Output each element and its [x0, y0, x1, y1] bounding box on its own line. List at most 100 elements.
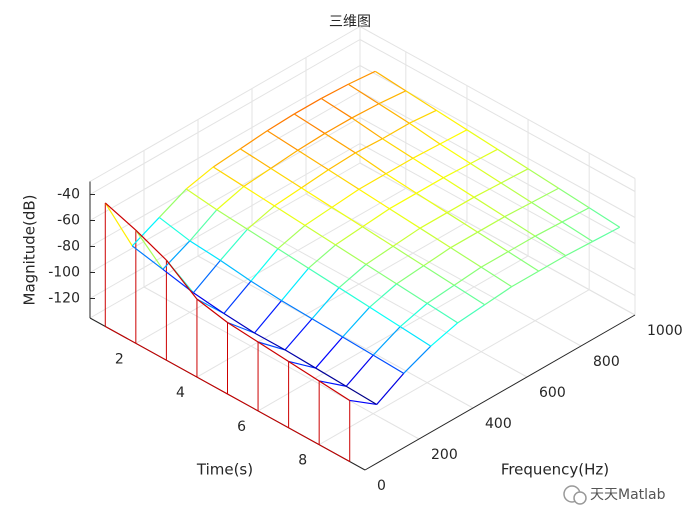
mesh-segment: [372, 326, 401, 356]
mesh-segment: [223, 280, 252, 314]
mesh-segment: [304, 224, 336, 246]
mesh-segment: [378, 103, 410, 124]
box-edge: [359, 26, 636, 179]
mesh-segment: [480, 266, 513, 288]
mesh-segment: [216, 209, 248, 230]
mesh-segment: [538, 255, 567, 272]
mesh-segment: [185, 166, 214, 190]
curtain-edge: [196, 376, 228, 395]
grid-line: [359, 162, 636, 316]
mesh-segment: [419, 212, 448, 229]
mesh-segment: [131, 217, 160, 247]
mesh-segment: [227, 321, 255, 334]
mesh-segment: [335, 226, 363, 246]
mesh-segment: [457, 304, 486, 324]
grid-line: [359, 91, 636, 244]
mesh-segment: [266, 113, 295, 132]
mesh-segment: [311, 318, 343, 338]
mesh-segment: [511, 270, 540, 288]
mesh-segment: [297, 149, 329, 171]
mesh-segment: [561, 221, 594, 242]
grid-line: [89, 117, 361, 273]
mesh-segment: [480, 251, 509, 268]
mesh-segment: [288, 360, 320, 382]
curtain-edge: [105, 326, 137, 344]
mesh-segment: [473, 182, 502, 198]
axis-line: [364, 314, 636, 471]
mesh-segment: [243, 167, 272, 187]
x-axis-label: Frequency(Hz): [501, 461, 609, 479]
mesh-segment: [358, 173, 387, 190]
mesh-segment: [324, 132, 356, 154]
mesh-segment: [257, 341, 286, 351]
mesh-segment: [320, 83, 349, 99]
mesh-segment: [412, 157, 444, 179]
mesh-segment: [216, 185, 245, 211]
mesh-segment: [266, 130, 299, 151]
mesh-segment: [158, 216, 191, 242]
x-tick-label: 800: [593, 354, 620, 370]
mesh-segment: [362, 226, 394, 247]
mesh-segment: [389, 192, 417, 210]
mesh-segment: [345, 354, 374, 387]
mesh-segment: [185, 188, 218, 211]
curtain-edge: [135, 342, 167, 361]
mesh-segment: [392, 245, 424, 267]
grid-line: [318, 289, 590, 446]
mesh-segment: [385, 173, 417, 194]
mesh-segment: [324, 117, 353, 134]
curtain-edge: [166, 359, 198, 378]
mesh-segment: [365, 263, 397, 285]
mesh-segment: [131, 245, 164, 270]
mesh-segment: [369, 283, 398, 308]
mesh-segment: [439, 143, 471, 165]
grid-line: [196, 221, 468, 378]
mesh-segment: [430, 322, 459, 347]
curtain-edge: [288, 427, 320, 446]
mesh-segment: [389, 208, 421, 229]
mesh-segment: [270, 167, 302, 189]
mesh-segment: [473, 196, 505, 218]
mesh-segment: [250, 248, 279, 282]
z-tick-label: -120: [48, 291, 80, 307]
mesh-segment: [450, 231, 478, 249]
mesh-segment: [196, 298, 228, 323]
mesh-segment: [308, 244, 336, 269]
mesh-segment: [349, 399, 377, 406]
mesh-segment: [247, 228, 279, 250]
mesh-segment: [531, 201, 563, 223]
mesh-segment: [500, 182, 532, 203]
mesh-segment: [453, 266, 482, 286]
mesh-segment: [477, 216, 505, 233]
box-edge: [89, 162, 361, 319]
mesh-segment: [504, 201, 532, 218]
z-tick-label: -60: [57, 213, 80, 229]
mesh-segment: [284, 349, 316, 369]
mesh-segment: [189, 240, 221, 261]
x-tick-label: 400: [485, 416, 512, 432]
grid-line: [359, 117, 636, 270]
mesh-segment: [403, 345, 432, 374]
mesh-segment: [348, 70, 376, 85]
grid-line: [89, 65, 361, 221]
mesh-segment: [192, 259, 221, 294]
curtain-edge: [318, 444, 350, 462]
mesh-segment: [219, 228, 248, 261]
mesh-segment: [281, 300, 313, 320]
z-axis-label: Magnitude(dB): [21, 195, 39, 306]
mesh-segment: [288, 360, 316, 369]
mesh-segment: [453, 284, 486, 306]
mesh-segment: [243, 185, 275, 207]
x-tick-label: 0: [377, 478, 386, 494]
mesh-segment: [227, 321, 259, 343]
mesh-segment: [293, 113, 326, 134]
mesh-segment: [284, 318, 313, 351]
mesh-segment: [250, 280, 282, 302]
y-tick-label: 6: [237, 419, 246, 435]
z-tick-label: -100: [48, 265, 80, 281]
mesh-segment: [497, 148, 529, 170]
mesh-segment: [507, 235, 536, 253]
mesh-segment: [254, 300, 282, 334]
z-tick-label: -80: [57, 239, 80, 255]
mesh-segment: [274, 187, 302, 207]
